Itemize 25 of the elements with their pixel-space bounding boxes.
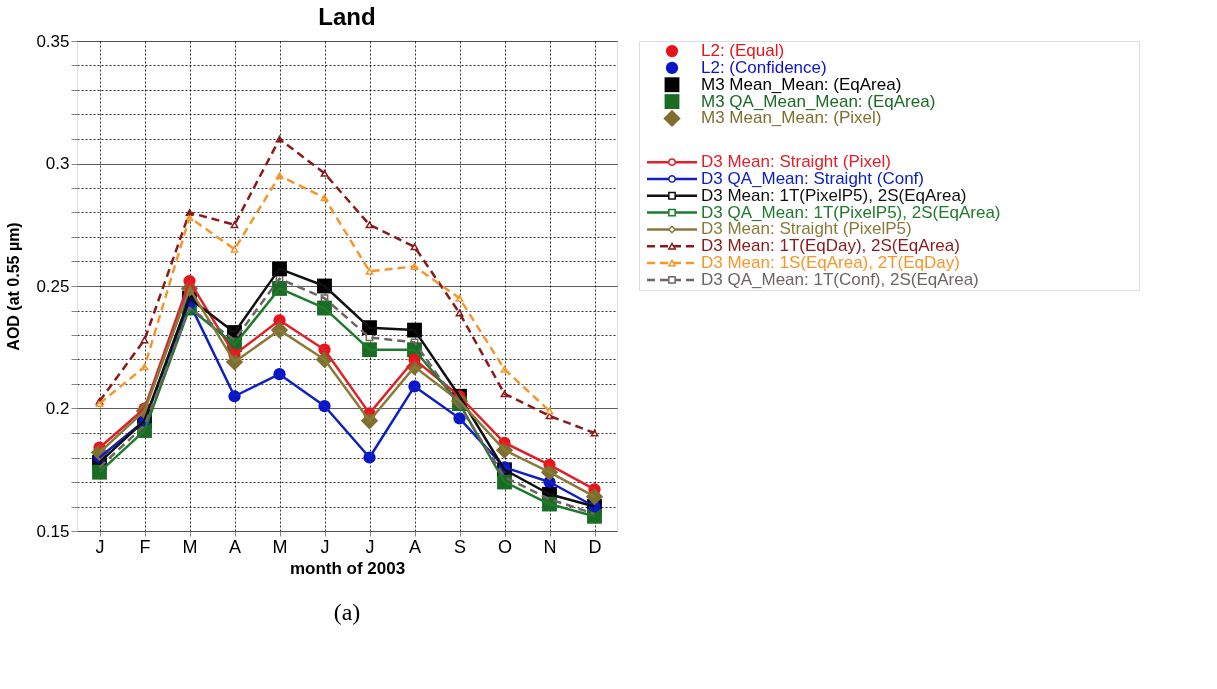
x-tick-label: S	[453, 536, 467, 557]
x-axis-title: month of 2003	[289, 558, 406, 578]
x-tick-label: D	[588, 536, 602, 557]
x-tick-label: J	[365, 536, 375, 557]
x-tick-label: N	[543, 536, 557, 557]
y-axis-title: AOD (at 0.55 µm)	[5, 222, 23, 351]
x-tick-label: F	[139, 536, 151, 557]
y-tick-label: 0.15	[36, 521, 70, 541]
y-tick-label: 0.3	[45, 154, 70, 173]
x-tick-label: O	[497, 536, 513, 557]
y-tick-label: 0.35	[36, 31, 70, 51]
x-tick-label: J	[95, 536, 105, 557]
x-tick-label: A	[408, 536, 422, 557]
legend-label: L2: (Equal)	[701, 41, 785, 61]
x-tick-label: M	[272, 536, 288, 557]
legend-label: D3 Mean: 1S(EqArea), 2T(EqDay)	[701, 253, 960, 273]
text: (a)	[333, 599, 361, 625]
chart-title: Land	[318, 3, 376, 30]
x-tick-label: A	[228, 536, 242, 557]
y-tick-label: 0.25	[36, 276, 70, 296]
y-tick-label: 0.2	[45, 399, 70, 418]
legend-label: D3 Mean: 1T(EqDay), 2S(EqArea)	[701, 236, 960, 256]
x-tick-label: M	[182, 536, 198, 557]
x-tick-label: J	[320, 536, 330, 557]
legend-label: D3 Mean: Straight (Pixel)	[701, 152, 891, 172]
